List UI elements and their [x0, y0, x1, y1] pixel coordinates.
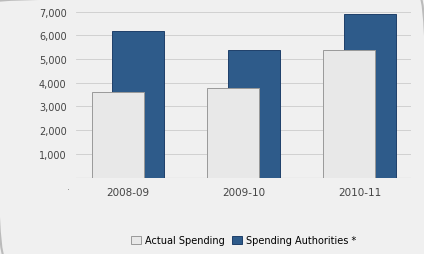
- Bar: [112, 31, 165, 178]
- Legend: Actual Spending, Spending Authorities *: Actual Spending, Spending Authorities *: [127, 231, 360, 249]
- Bar: [207, 88, 259, 178]
- Text: .: .: [67, 181, 70, 191]
- Bar: [323, 51, 375, 178]
- Bar: [228, 51, 280, 178]
- Bar: [92, 93, 144, 178]
- Bar: [344, 15, 396, 178]
